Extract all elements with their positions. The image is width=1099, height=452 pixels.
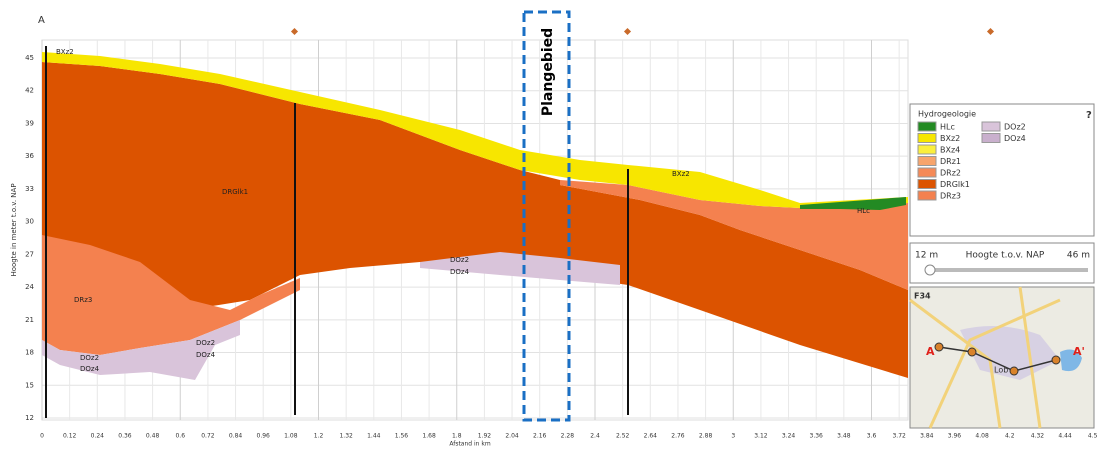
y-tick-label: 12 xyxy=(25,414,34,422)
layer-label: DOz4 xyxy=(196,351,216,359)
annotation: Plangebied xyxy=(540,28,556,116)
legend-label: DOz2 xyxy=(1004,123,1026,132)
x-tick-label: 4.5 xyxy=(1088,433,1098,440)
legend-swatch xyxy=(918,145,936,154)
y-tick-label: 21 xyxy=(25,316,34,324)
map-tile: F34 xyxy=(914,292,931,301)
x-tick-label: 1.56 xyxy=(395,433,409,440)
legend-label: BXz4 xyxy=(940,146,960,155)
map-end: A' xyxy=(1073,345,1085,358)
x-tick-label: 0.72 xyxy=(201,433,215,440)
x-tick-label: 3.72 xyxy=(892,433,906,440)
y-tick-label: 30 xyxy=(25,218,34,226)
layer-label: DRz3 xyxy=(74,296,92,304)
x-tick-label: 4.2 xyxy=(1005,433,1015,440)
x-tick-label: 2.28 xyxy=(561,433,575,440)
layer-label: BXz2 xyxy=(56,48,74,56)
legend-swatch xyxy=(918,134,936,143)
map-start: A xyxy=(926,345,935,358)
legend-label: DRGlk1 xyxy=(940,180,970,189)
x-tick-label: 2.4 xyxy=(590,433,600,440)
y-tick-label: 45 xyxy=(25,54,34,62)
layer-label: BXz2 xyxy=(672,170,690,178)
x-tick-label: 1.92 xyxy=(478,433,492,440)
legend-swatch xyxy=(918,122,936,131)
layer-label: DOz4 xyxy=(80,365,100,373)
slider-panel xyxy=(910,243,1094,283)
y-tick-label: 42 xyxy=(25,87,34,95)
x-tick-label: 4.32 xyxy=(1031,433,1045,440)
x-tick-label: 3.12 xyxy=(754,433,768,440)
x-tick-label: 0.24 xyxy=(91,433,105,440)
x-tick-label: 0.12 xyxy=(63,433,77,440)
y-tick-label: 15 xyxy=(25,381,34,389)
x-tick-label: 4.08 xyxy=(975,433,989,440)
start-label: A xyxy=(38,15,45,26)
x-tick-label: 3.36 xyxy=(810,433,824,440)
x-tick-label: 1.8 xyxy=(452,433,462,440)
x-tick-label: 2.76 xyxy=(671,433,685,440)
slider-knob[interactable] xyxy=(925,265,935,275)
help-button[interactable]: ? xyxy=(1086,110,1092,121)
layer-label: DOz2 xyxy=(196,339,215,347)
legend-label: BXz2 xyxy=(940,134,960,143)
x-tick-label: 2.04 xyxy=(505,433,519,440)
x-tick-label: 2.88 xyxy=(699,433,713,440)
x-tick-label: 1.32 xyxy=(339,433,353,440)
y-tick-label: 36 xyxy=(25,152,34,160)
profile-viewer: 45 42 39 36 33 30 27 24 21 18 15 12 0 0.12 0.24 0.36 0.4… xyxy=(0,0,1099,448)
layer-label: HLc xyxy=(857,207,870,215)
x-tick-label: 1.44 xyxy=(367,433,381,440)
legend-label: DRz3 xyxy=(940,192,961,201)
x-tick-label: 4.44 xyxy=(1058,433,1072,440)
layer-label: DOz2 xyxy=(80,354,99,362)
x-tick-label: 0.48 xyxy=(146,433,160,440)
y-tick-label: 27 xyxy=(25,250,34,258)
map-place: Lob xyxy=(994,366,1008,375)
x-tick-label: 3 xyxy=(731,433,735,440)
x-tick-label: 2.16 xyxy=(533,433,547,440)
x-tick-label: 3.84 xyxy=(920,433,934,440)
x-tick-label: 1.08 xyxy=(284,433,298,440)
x-tick-label: 0.96 xyxy=(257,433,271,440)
legend-swatch xyxy=(918,157,936,166)
y-tick-label: 18 xyxy=(25,349,34,357)
legend-swatch xyxy=(982,122,1000,131)
markers xyxy=(291,28,994,35)
legend-label: DRz2 xyxy=(940,169,961,178)
x-axis-label: Afstand in km xyxy=(449,441,491,448)
legend-swatch xyxy=(918,168,936,177)
x-tick-label: 3.48 xyxy=(837,433,851,440)
y-tick-label: 33 xyxy=(25,185,34,193)
y-tick-label: 24 xyxy=(25,283,34,291)
map: F34 A A' Lob xyxy=(910,287,1094,428)
y-tick-label: 39 xyxy=(25,119,34,127)
x-tick-label: 0.84 xyxy=(229,433,243,440)
slider-max: 46 m xyxy=(1067,251,1090,261)
y-axis-label: Hoogte in meter t.o.v. NAP xyxy=(10,183,18,276)
legend-swatch xyxy=(918,180,936,189)
layer-label: DOz2 xyxy=(450,256,469,264)
x-tick-label: 1.68 xyxy=(422,433,436,440)
legend-title: Hydrogeologie xyxy=(918,110,976,119)
legend-panel xyxy=(910,104,1094,236)
x-tick-label: 0.36 xyxy=(118,433,132,440)
legend-label: DRz1 xyxy=(940,157,961,166)
x-tick-label: 0 xyxy=(40,433,44,440)
layer-label: DRGlk1 xyxy=(222,188,248,196)
x-tick-label: 1.2 xyxy=(314,433,324,440)
layer-label: DOz4 xyxy=(450,268,470,276)
x-tick-label: 3.96 xyxy=(948,433,962,440)
legend-swatch xyxy=(982,134,1000,143)
x-tick-label: 3.24 xyxy=(782,433,796,440)
legend-label: HLc xyxy=(940,123,955,132)
x-tick-label: 2.52 xyxy=(616,433,630,440)
legend-label: DOz4 xyxy=(1004,134,1026,143)
slider-min: 12 m xyxy=(915,251,938,261)
slider-label: Hoogte t.o.v. NAP xyxy=(966,251,1045,261)
x-tick-label: 3.6 xyxy=(867,433,877,440)
x-tick-label: 0.6 xyxy=(175,433,185,440)
legend-swatch xyxy=(918,191,936,200)
x-tick-label: 2.64 xyxy=(644,433,658,440)
